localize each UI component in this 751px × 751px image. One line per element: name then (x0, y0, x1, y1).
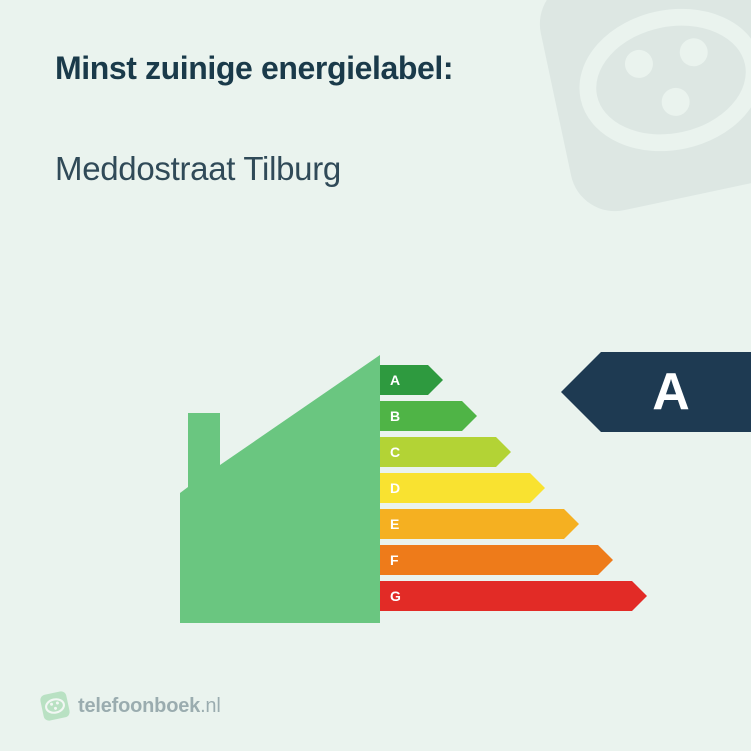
watermark-icon (505, 0, 751, 246)
footer-text: telefoonboek.nl (78, 695, 221, 718)
energy-bar-d: D (380, 473, 647, 503)
bar-label: A (390, 372, 400, 388)
energy-bar-c: C (380, 437, 647, 467)
badge-letter: A (652, 362, 690, 422)
footer-logo-icon (37, 688, 73, 724)
house-icon (180, 355, 380, 623)
bar-label: G (390, 588, 401, 604)
bar-label: F (390, 552, 399, 568)
footer-brand: telefoonboek.nl (40, 691, 221, 721)
page-title: Minst zuinige energielabel: (55, 50, 453, 87)
bar-label: E (390, 516, 399, 532)
energy-bar-f: F (380, 545, 647, 575)
bar-label: C (390, 444, 400, 460)
energy-label-chart: A B C D E F G (180, 355, 600, 635)
footer-brand-name: telefoonboek (78, 695, 200, 717)
energy-bar-e: E (380, 509, 647, 539)
footer-brand-tld: .nl (200, 695, 221, 717)
energy-bar-g: G (380, 581, 647, 611)
energy-rating-badge: A (561, 352, 751, 432)
page-subtitle: Meddostraat Tilburg (55, 150, 341, 188)
bar-label: B (390, 408, 400, 424)
bar-label: D (390, 480, 400, 496)
